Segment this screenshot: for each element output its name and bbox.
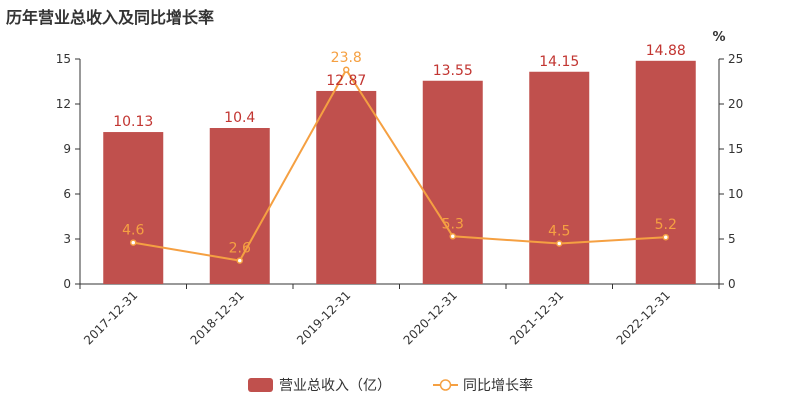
bar-value-label: 14.88 <box>646 43 686 59</box>
left-tick-label: 12 <box>56 97 71 111</box>
legend[interactable]: 营业总收入（亿） 同比增长率 <box>248 377 533 394</box>
legend-bar-label[interactable]: 营业总收入（亿） <box>279 378 391 394</box>
x-tick-label: 2017-12-31 <box>81 288 140 347</box>
bar-value-label: 10.4 <box>224 110 255 126</box>
right-tick-label: 10 <box>728 187 743 201</box>
line-value-label: 5.3 <box>442 216 464 232</box>
bar-value-label: 13.55 <box>433 63 473 79</box>
line-value-label: 23.8 <box>331 50 362 66</box>
x-tick-label: 2021-12-31 <box>507 288 566 347</box>
legend-line-label[interactable]: 同比增长率 <box>463 377 533 394</box>
bar-series <box>103 60 696 284</box>
left-tick-label: 15 <box>56 52 71 66</box>
line-point[interactable] <box>449 233 456 240</box>
data-labels: 10.13 10.4 12.87 13.55 14.15 14.88 4.6 2.6 23.8 5… <box>113 43 686 257</box>
line-series <box>130 66 669 264</box>
line-point[interactable] <box>130 239 137 246</box>
bar[interactable] <box>635 60 696 284</box>
right-tick-label: 15 <box>728 142 743 156</box>
right-tick-label: 25 <box>728 52 743 66</box>
line-value-label: 4.5 <box>548 224 570 240</box>
right-tick-label: 5 <box>728 232 736 246</box>
left-tick-label: 0 <box>63 277 71 291</box>
bar[interactable] <box>422 80 483 284</box>
chart-title: 历年营业总收入及同比增长率 <box>6 8 215 27</box>
x-tick-label: 2022-12-31 <box>614 288 673 347</box>
right-tick-label: 0 <box>728 277 736 291</box>
x-tick-label: 2018-12-31 <box>188 288 247 347</box>
bar-value-label: 14.15 <box>539 54 579 70</box>
line-value-label: 2.6 <box>229 241 251 257</box>
line-value-label: 4.6 <box>122 223 144 239</box>
bar[interactable] <box>529 71 590 284</box>
legend-line-marker[interactable] <box>439 379 452 391</box>
bar-value-label: 10.13 <box>113 114 153 130</box>
bar[interactable] <box>316 90 377 284</box>
legend-bar-swatch[interactable] <box>248 378 273 392</box>
left-tick-label: 6 <box>63 187 71 201</box>
right-tick-label: 20 <box>728 97 743 111</box>
bar-value-label: 12.87 <box>326 73 366 89</box>
left-tick-label: 9 <box>63 142 71 156</box>
line-point[interactable] <box>556 240 563 247</box>
line-value-label: 5.2 <box>655 217 677 233</box>
right-axis-unit: % <box>712 30 725 45</box>
line-point[interactable] <box>236 257 243 264</box>
growth-line <box>133 67 666 262</box>
x-tick-label: 2019-12-31 <box>294 288 353 347</box>
line-point[interactable] <box>343 66 350 74</box>
line-point[interactable] <box>662 233 669 241</box>
x-tick-label: 2020-12-31 <box>401 288 460 347</box>
left-tick-label: 3 <box>63 232 71 246</box>
bar[interactable] <box>103 132 164 284</box>
